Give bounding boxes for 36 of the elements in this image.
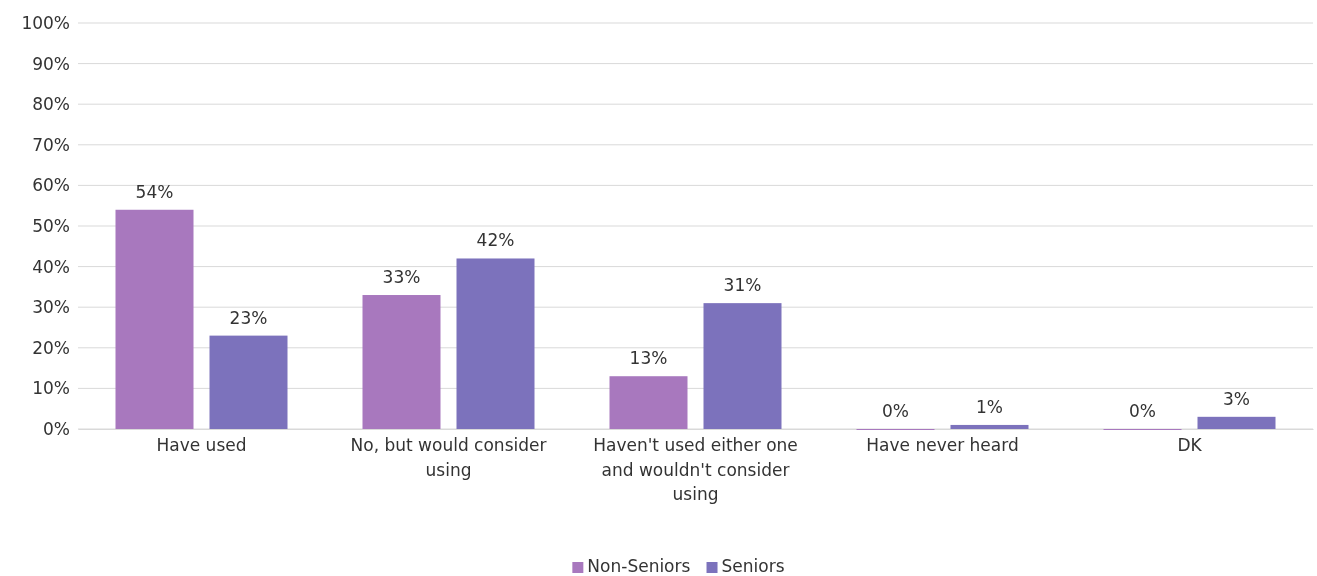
y-tick-label: 50%: [32, 215, 70, 236]
x-tick-label: No, but would consider using: [350, 435, 547, 480]
y-tick-label: 100%: [21, 12, 70, 33]
x-tick-label: Haven't used either one and wouldn't consider using: [593, 435, 798, 505]
y-tick-label: 80%: [32, 94, 70, 115]
bar: [209, 335, 288, 429]
y-tick-label: 60%: [32, 175, 70, 196]
bar: [609, 376, 688, 429]
text: 54%: [135, 181, 174, 202]
bar: [1197, 416, 1276, 429]
legend-label: Non-Seniors: [587, 556, 691, 576]
y-tick-label: 0%: [43, 418, 70, 439]
y-tick-label: 30%: [32, 297, 70, 318]
text: 3%: [1223, 388, 1250, 409]
y-tick-label: 10%: [32, 378, 70, 399]
text: 1%: [976, 396, 1003, 417]
bar: [950, 424, 1029, 429]
bar: [362, 295, 441, 429]
y-tick-label: 40%: [32, 256, 70, 277]
x-tick-label: Have never heard: [866, 435, 1019, 456]
text: 0%: [1129, 401, 1156, 421]
bar: [115, 209, 194, 429]
text: 0%: [882, 401, 909, 421]
text: 13%: [629, 348, 668, 369]
legend-label: Seniors: [721, 556, 785, 576]
text: 33%: [382, 267, 421, 288]
text: 42%: [476, 230, 515, 251]
text: 31%: [723, 275, 762, 296]
y-tick-label: 70%: [32, 134, 70, 155]
bar: [456, 258, 535, 429]
x-tick-label: Have used: [156, 435, 247, 456]
y-tick-label: 20%: [32, 337, 70, 358]
text: 23%: [229, 307, 268, 328]
bar: [703, 303, 782, 429]
y-tick-label: 90%: [32, 53, 70, 74]
x-tick-label: DK: [1177, 435, 1203, 456]
